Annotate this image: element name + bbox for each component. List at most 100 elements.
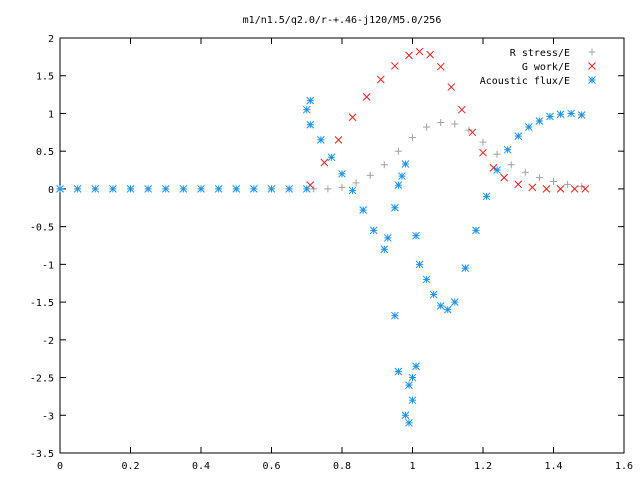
data-point	[91, 185, 100, 193]
data-point	[144, 185, 152, 193]
data-point	[521, 168, 529, 176]
data-point	[306, 120, 315, 129]
series-2	[56, 96, 586, 427]
data-point	[310, 185, 318, 193]
data-point	[380, 245, 389, 254]
data-point	[436, 62, 445, 71]
data-point	[302, 185, 311, 193]
data-point	[468, 128, 477, 137]
legend-label: Acoustic flux/E	[480, 76, 570, 87]
data-point	[324, 185, 332, 193]
series-0	[310, 119, 586, 193]
legend-label: R stress/E	[510, 48, 570, 59]
series-1	[306, 47, 590, 193]
data-point	[436, 302, 445, 310]
data-point	[450, 298, 459, 306]
data-point	[472, 226, 480, 235]
data-point	[426, 50, 434, 59]
legend-label: G work/E	[522, 62, 570, 73]
data-point	[214, 185, 223, 193]
y-tick-label: -0.5	[30, 223, 54, 234]
data-point	[503, 145, 512, 154]
x-tick-label: 1.4	[544, 461, 562, 472]
data-point	[126, 185, 135, 193]
data-point	[197, 185, 205, 193]
data-point	[232, 185, 241, 193]
data-point	[327, 153, 336, 162]
data-point	[391, 311, 399, 320]
legend-marker	[588, 76, 596, 84]
data-point	[359, 206, 368, 214]
data-point	[179, 185, 188, 193]
data-point	[338, 169, 346, 178]
data-point	[457, 105, 466, 114]
data-point	[514, 132, 523, 140]
y-tick-label: 1.5	[36, 72, 54, 83]
data-point	[348, 113, 357, 122]
chart-title: m1/n1.5/q2.0/r-+.46-j120/M5.0/256	[243, 15, 442, 26]
data-point	[500, 173, 509, 182]
x-tick-label: 0	[57, 461, 63, 472]
data-point	[73, 185, 82, 193]
data-point	[564, 180, 572, 188]
y-tick-label: -3	[42, 411, 54, 422]
data-point	[302, 105, 311, 114]
data-point	[394, 367, 403, 376]
data-point	[109, 185, 117, 193]
x-tick-label: 0.4	[192, 461, 210, 472]
data-point	[567, 109, 575, 118]
x-tick-label: 0.6	[262, 461, 280, 472]
data-point	[550, 177, 557, 185]
data-point	[391, 62, 399, 70]
data-point	[338, 183, 346, 191]
data-point	[408, 396, 417, 405]
data-point	[461, 264, 470, 272]
x-tick-label: 1.2	[474, 461, 492, 472]
data-point	[528, 183, 537, 192]
y-tick-label: -2	[42, 336, 54, 347]
data-point	[398, 172, 406, 180]
y-tick-label: -2.5	[30, 374, 54, 385]
data-point	[334, 136, 343, 144]
data-point	[429, 290, 438, 299]
data-point	[352, 179, 360, 187]
data-point	[285, 185, 293, 193]
data-point	[479, 138, 487, 146]
ticks-layer: 0 0.2 0.4 0.6 0.8 1 1.2 1.4 1.6 2 1.5 1 0.5 0 -0.5 -1 -1…	[30, 34, 633, 472]
x-tick-label: 0.8	[333, 461, 351, 472]
legend: R stress/E G work/E Acoustic flux/E	[480, 48, 596, 87]
y-tick-label: 0	[48, 185, 54, 196]
data-point	[366, 171, 374, 179]
data-point	[542, 185, 551, 193]
data-point	[401, 411, 410, 420]
data-point	[535, 174, 543, 182]
data-point	[376, 75, 385, 84]
data-point	[556, 110, 565, 119]
data-point	[556, 185, 565, 193]
data-point	[362, 93, 371, 101]
data-point	[570, 185, 579, 193]
data-point	[535, 117, 544, 125]
data-point	[422, 275, 431, 284]
data-point	[443, 305, 452, 314]
data-point	[405, 381, 413, 389]
y-tick-label: -3.5	[30, 449, 54, 460]
y-tick-label: -1	[42, 260, 54, 271]
data-point	[348, 186, 357, 195]
data-point	[524, 123, 533, 131]
data-point	[391, 203, 399, 212]
data-point	[482, 192, 491, 201]
data-point	[408, 373, 417, 382]
x-tick-label: 0.2	[121, 461, 139, 472]
data-point	[250, 185, 258, 193]
plot-frame	[59, 37, 625, 454]
x-tick-label: 1	[409, 461, 415, 472]
series-layer	[56, 47, 590, 427]
data-point	[316, 136, 325, 144]
data-point	[578, 183, 586, 191]
data-point	[394, 181, 403, 189]
data-point	[415, 47, 424, 56]
data-point	[507, 161, 515, 169]
